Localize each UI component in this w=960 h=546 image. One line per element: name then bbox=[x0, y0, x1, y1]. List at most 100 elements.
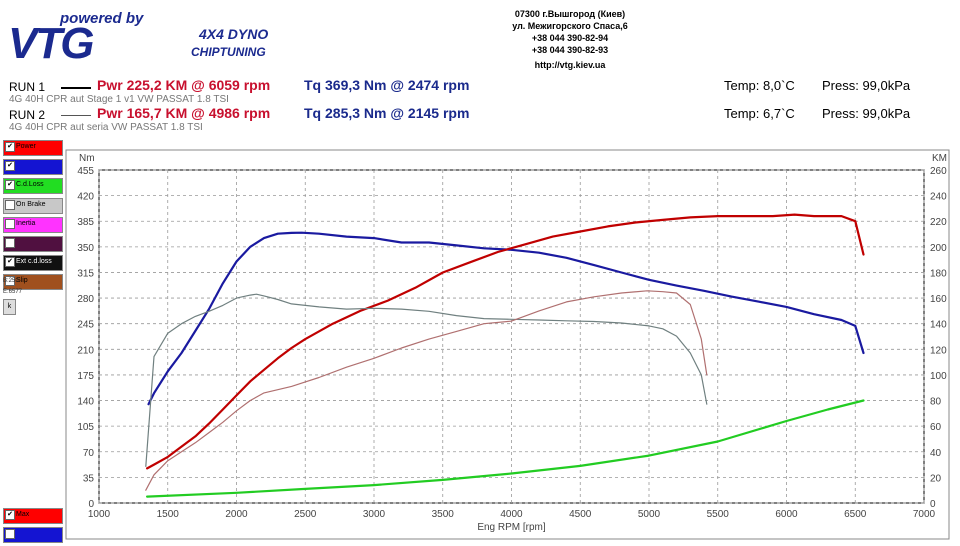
legend-checkbox[interactable]: ✔ bbox=[5, 510, 15, 520]
run-2-description: 4G 40H CPR aut seria VW PASSAT 1.8 TSI bbox=[9, 122, 203, 133]
y-tick-left-label: 350 bbox=[77, 243, 94, 254]
run-2-line-sample bbox=[61, 115, 91, 116]
x-tick-label: 7000 bbox=[913, 509, 936, 520]
y-tick-right-label: 180 bbox=[930, 268, 947, 279]
y-tick-left-label: 280 bbox=[77, 294, 94, 305]
y-tick-right-label: 40 bbox=[930, 448, 942, 459]
k-button[interactable]: k bbox=[3, 299, 16, 315]
y-tick-right-label: 60 bbox=[930, 422, 942, 433]
run-2-label: RUN 2 bbox=[9, 108, 46, 122]
run-1-temp: Temp: 8,0`C bbox=[724, 78, 795, 93]
x-axis-title: Eng RPM [rpm] bbox=[477, 522, 546, 533]
legend-label: Inertia bbox=[16, 219, 36, 227]
y-tick-left-label: 0 bbox=[88, 499, 94, 510]
legend-item-torque[interactable]: ✔ bbox=[3, 159, 63, 176]
y-tick-right-label: 80 bbox=[930, 397, 942, 408]
legend-checkbox[interactable] bbox=[5, 276, 15, 287]
label-e-value: E:6577 bbox=[3, 289, 23, 295]
y-axis-left-title: Nm bbox=[79, 153, 95, 164]
y-axis-right-title: KM bbox=[932, 153, 947, 164]
run-2-temp: Temp: 6,7`C bbox=[724, 106, 795, 121]
legend-label: On Brake bbox=[16, 200, 46, 208]
legend-checkbox[interactable]: ✔ bbox=[5, 257, 15, 268]
y-tick-left-label: 210 bbox=[77, 345, 94, 356]
x-tick-label: 4000 bbox=[500, 509, 523, 520]
y-tick-right-label: 140 bbox=[930, 320, 947, 331]
y-tick-right-label: 120 bbox=[930, 345, 947, 356]
legend-label: C.d.Loss bbox=[16, 181, 44, 189]
contact-phone-2: +38 044 390-82-93 bbox=[531, 45, 609, 55]
chart-frame bbox=[65, 149, 950, 540]
curve-legend: ✔ Power ✔ ✔ C.d.Loss On Brake Inertia ✔ … bbox=[3, 140, 63, 294]
run-2-press: Press: 99,0kPa bbox=[822, 106, 911, 121]
y-tick-right-label: 160 bbox=[930, 294, 947, 305]
series-line-1 bbox=[146, 213, 865, 470]
x-tick-label: 5500 bbox=[707, 509, 730, 520]
y-tick-right-label: 220 bbox=[930, 217, 947, 228]
legend-item-slip[interactable]: Slip bbox=[3, 274, 63, 291]
y-tick-left-label: 315 bbox=[77, 268, 94, 279]
y-tick-right-label: 240 bbox=[930, 192, 947, 203]
x-tick-label: 3500 bbox=[432, 509, 455, 520]
y-tick-right-label: 20 bbox=[930, 473, 942, 484]
y-tick-left-label: 175 bbox=[77, 371, 94, 382]
run-1-line-sample bbox=[61, 87, 91, 89]
contact-address: 07300 г.Вышгород (Киев) bbox=[514, 9, 626, 19]
contact-phone-1: +38 044 390-82-94 bbox=[531, 33, 609, 43]
x-tick-label: 6000 bbox=[775, 509, 798, 520]
y-tick-left-label: 455 bbox=[77, 166, 94, 177]
y-tick-left-label: 70 bbox=[83, 448, 95, 459]
y-tick-right-label: 260 bbox=[930, 166, 947, 177]
legend-checkbox[interactable]: ✔ bbox=[5, 180, 15, 191]
x-tick-label: 2500 bbox=[294, 509, 317, 520]
legend-item-max[interactable]: ✔ Max bbox=[3, 508, 63, 524]
series-line-4 bbox=[146, 399, 865, 498]
run-2-power: Pwr 165,7 KM @ 4986 rpm bbox=[97, 105, 271, 121]
legend-checkbox[interactable]: ✔ bbox=[5, 142, 15, 152]
y-tick-left-label: 35 bbox=[83, 473, 95, 484]
series-line-2 bbox=[145, 293, 708, 467]
run-1-label: RUN 1 bbox=[9, 80, 46, 94]
contact-block: 07300 г.Вышгород (Киев) ул. Межигорского… bbox=[470, 8, 670, 71]
legend-item-power[interactable]: ✔ Power bbox=[3, 140, 63, 156]
y-tick-left-label: 420 bbox=[77, 192, 94, 203]
x-tick-label: 1500 bbox=[157, 509, 180, 520]
y-tick-left-label: 245 bbox=[77, 320, 94, 331]
legend-item-on-brake[interactable]: On Brake bbox=[3, 197, 63, 214]
series-line-0 bbox=[147, 231, 865, 406]
vtg-logo: powered by VTG bbox=[8, 10, 188, 66]
run-1-press: Press: 99,0kPa bbox=[822, 78, 911, 93]
run-2-torque: Tq 285,3 Nm @ 2145 rpm bbox=[304, 105, 470, 121]
legend-checkbox[interactable] bbox=[5, 237, 15, 248]
x-tick-label: 4500 bbox=[569, 509, 592, 520]
legend-checkbox[interactable]: ✔ bbox=[5, 161, 15, 172]
y-tick-left-label: 385 bbox=[77, 217, 94, 228]
legend-checkbox[interactable] bbox=[5, 218, 15, 229]
y-tick-right-label: 200 bbox=[930, 243, 947, 254]
contact-website: http://vtg.kiev.ua bbox=[534, 60, 606, 70]
tagline-chiptuning: CHIPTUNING bbox=[191, 45, 266, 59]
y-tick-left-label: 140 bbox=[77, 397, 94, 408]
powered-by-text: powered by bbox=[60, 10, 144, 27]
y-tick-right-label: 100 bbox=[930, 371, 947, 382]
legend-label: Ext c.d.loss bbox=[16, 258, 52, 266]
legend-item-cd-loss[interactable]: ✔ C.d.Loss bbox=[3, 178, 63, 195]
run-1-power: Pwr 225,2 KM @ 6059 rpm bbox=[97, 77, 271, 93]
x-tick-label: 6500 bbox=[844, 509, 867, 520]
legend-item-ext-cd-loss[interactable]: ✔ Ext c.d.loss bbox=[3, 255, 63, 272]
legend-item-dark[interactable] bbox=[3, 235, 63, 252]
brand-name: VTG bbox=[8, 19, 94, 68]
legend-checkbox[interactable] bbox=[5, 529, 15, 540]
contact-street: ул. Межигорского Спаса,6 bbox=[512, 21, 628, 31]
legend-item-inertia[interactable]: Inertia bbox=[3, 216, 63, 233]
legend-label: Power bbox=[16, 143, 36, 150]
bottom-legend: ✔ Max bbox=[3, 508, 63, 546]
legend-label: Max bbox=[16, 511, 30, 518]
run-1-description: 4G 40H CPR aut Stage 1 v1 VW PASSAT 1.8 … bbox=[9, 94, 229, 105]
tagline-dyno: 4X4 DYNO bbox=[199, 26, 269, 42]
y-tick-right-label: 0 bbox=[930, 499, 936, 510]
label-b-value: B:250 bbox=[3, 278, 19, 284]
run-1-torque: Tq 369,3 Nm @ 2474 rpm bbox=[304, 77, 470, 93]
legend-checkbox[interactable] bbox=[5, 199, 15, 210]
